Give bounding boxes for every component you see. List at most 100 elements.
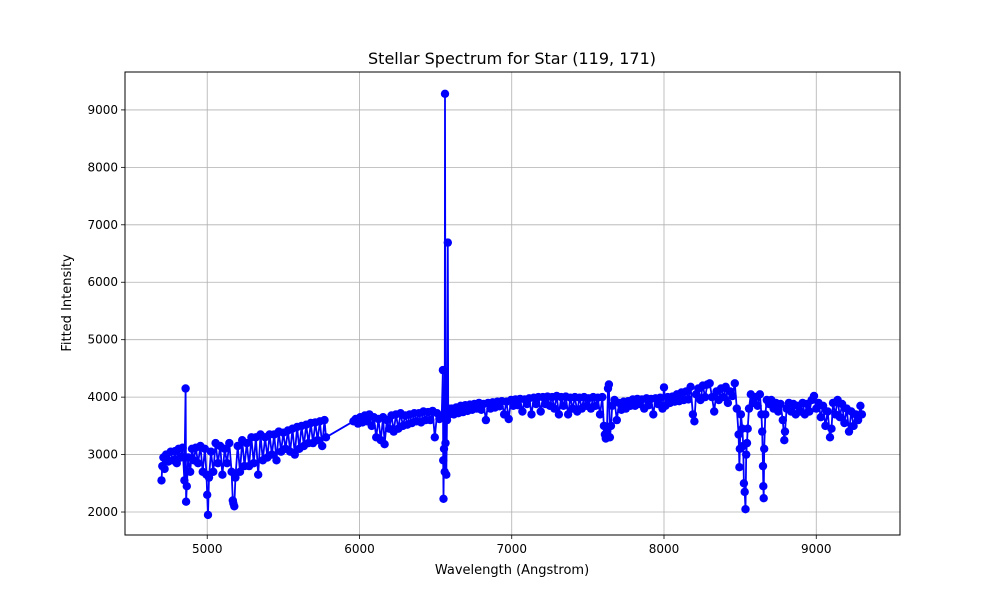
- data-point: [242, 438, 251, 448]
- y-tick-label: 8000: [87, 160, 118, 174]
- x-tick-label: 8000: [649, 542, 680, 556]
- data-point: [739, 479, 749, 488]
- data-point: [743, 424, 752, 433]
- data-point: [705, 379, 714, 388]
- data-point: [740, 487, 749, 497]
- chart-title: Stellar Spectrum for Star (119, 171): [368, 49, 656, 68]
- data-point: [178, 443, 187, 452]
- data-point: [816, 413, 825, 422]
- y-tick-label: 9000: [87, 103, 118, 117]
- plot-area: [157, 89, 867, 520]
- data-point: [550, 404, 559, 413]
- data-point: [719, 392, 728, 402]
- data-point: [441, 438, 450, 448]
- data-point: [825, 433, 835, 442]
- data-point: [313, 436, 322, 445]
- data-point: [649, 410, 658, 419]
- data-point: [225, 438, 234, 448]
- data-point: [742, 450, 751, 459]
- plot-frame: [124, 71, 901, 536]
- x-tick-label: 6000: [344, 542, 375, 556]
- data-point: [728, 391, 737, 401]
- data-point: [605, 433, 615, 442]
- data-point: [367, 421, 376, 431]
- data-point: [656, 393, 665, 402]
- data-point: [612, 415, 621, 425]
- x-tick-label: 9000: [801, 542, 832, 556]
- data-point: [823, 407, 832, 416]
- data-point: [659, 383, 669, 392]
- data-point: [443, 238, 452, 247]
- axis-ticks: 5000 6000 7000 8000 9000 2000 3000 4000 5000 6000…: [87, 103, 831, 556]
- data-point: [230, 502, 239, 511]
- data-point: [426, 415, 435, 425]
- data-point: [809, 391, 819, 401]
- data-point: [688, 410, 698, 419]
- data-point: [758, 427, 767, 436]
- y-tick-label: 4000: [87, 390, 118, 404]
- data-point: [504, 414, 513, 424]
- data-point: [193, 459, 203, 468]
- y-axis-label: Fitted Intensity: [60, 254, 75, 352]
- data-point: [604, 380, 614, 389]
- data-point: [440, 89, 450, 99]
- data-point: [707, 392, 717, 402]
- data-point: [220, 444, 229, 453]
- data-point: [827, 424, 836, 433]
- data-point: [231, 473, 240, 482]
- data-point: [249, 459, 258, 468]
- data-point: [290, 450, 299, 459]
- data-point: [554, 410, 564, 419]
- x-axis-label: Wavelength (Angstrom): [435, 563, 589, 578]
- y-tick-label: 7000: [87, 218, 118, 232]
- data-point: [690, 417, 699, 426]
- data-point: [591, 401, 600, 410]
- data-point: [805, 407, 814, 416]
- data-point: [835, 413, 845, 422]
- data-point: [753, 401, 762, 410]
- data-point: [531, 399, 541, 409]
- data-point: [204, 473, 214, 482]
- data-point: [644, 401, 653, 410]
- data-point: [209, 467, 218, 476]
- data-point: [758, 461, 768, 471]
- data-point: [735, 463, 744, 472]
- grid-lines: [125, 72, 900, 535]
- x-tick-label: 7000: [496, 542, 527, 556]
- data-point: [213, 459, 223, 468]
- data-point: [780, 436, 789, 445]
- data-point: [732, 404, 741, 413]
- x-tick-label: 5000: [192, 542, 223, 556]
- data-point: [741, 505, 750, 514]
- data-point: [320, 415, 329, 425]
- data-point: [730, 379, 739, 388]
- data-point: [742, 438, 752, 448]
- data-point: [267, 450, 277, 459]
- data-point: [439, 494, 448, 503]
- data-point: [176, 453, 185, 462]
- y-tick-label: 6000: [87, 275, 118, 289]
- data-point: [438, 365, 448, 375]
- data-point: [513, 401, 522, 410]
- data-point: [218, 470, 227, 479]
- data-point: [380, 440, 389, 449]
- data-point: [481, 415, 491, 425]
- data-point: [203, 490, 212, 499]
- y-tick-label: 5000: [87, 333, 118, 347]
- data-point: [559, 401, 568, 410]
- data-point: [761, 410, 770, 419]
- data-point: [684, 395, 693, 404]
- data-point: [844, 427, 854, 436]
- data-point: [849, 421, 858, 431]
- data-point: [182, 482, 191, 491]
- data-point: [780, 427, 790, 436]
- data-point: [606, 421, 616, 431]
- data-point: [598, 392, 607, 402]
- data-point: [235, 467, 245, 476]
- data-point: [759, 494, 768, 503]
- data-point: [856, 401, 865, 410]
- data-point: [206, 447, 216, 456]
- data-point: [160, 464, 169, 474]
